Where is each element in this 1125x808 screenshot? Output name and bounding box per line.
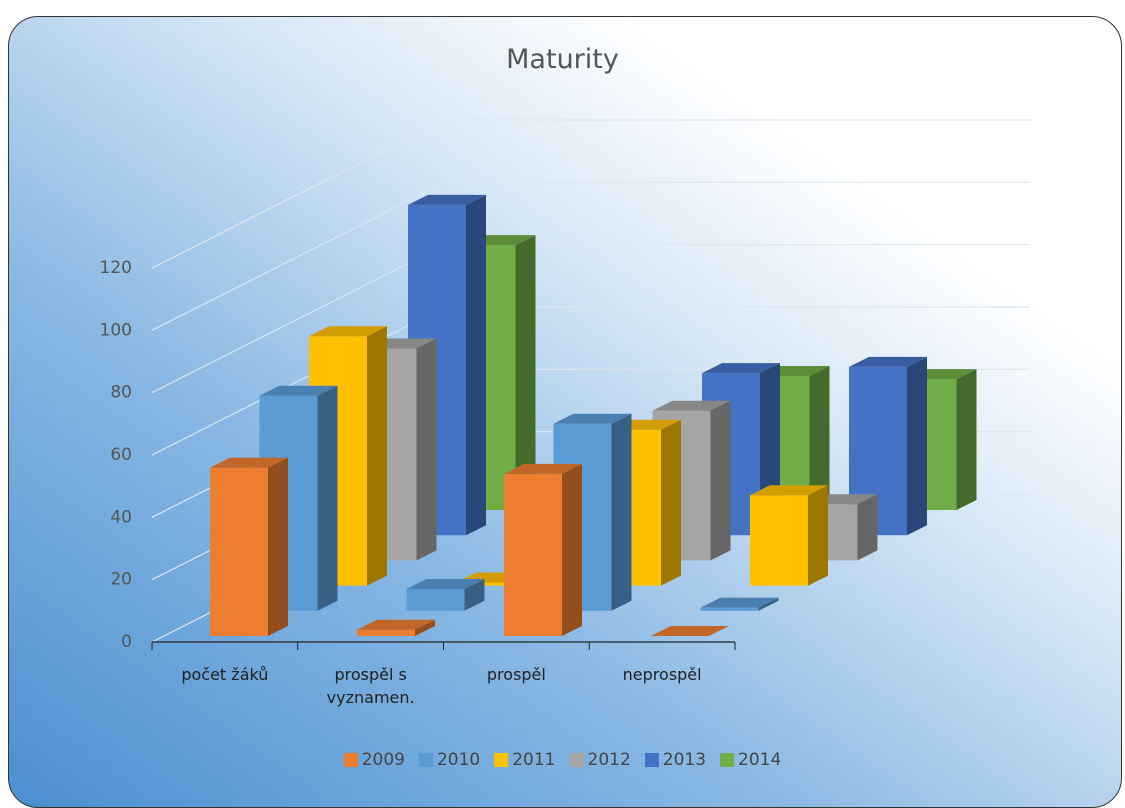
bar-top <box>406 578 485 589</box>
bar-top <box>849 356 927 367</box>
bar <box>504 473 562 636</box>
bar-side <box>367 326 387 586</box>
bar-top <box>357 619 435 630</box>
bar-top <box>651 626 729 636</box>
bar-top <box>408 194 486 205</box>
bar-top <box>750 485 828 496</box>
bar-side <box>956 369 977 510</box>
bar-top <box>504 463 582 474</box>
legend-label: 2012 <box>587 750 631 770</box>
bar-side <box>808 485 828 586</box>
bar <box>210 467 268 636</box>
bar-side <box>562 463 582 636</box>
legend-item: 2012 <box>569 750 631 770</box>
x-tick-label: počet žáků <box>181 665 269 684</box>
legend-swatch <box>418 753 433 767</box>
bar-side <box>466 194 486 536</box>
grid-line <box>151 244 446 394</box>
bar-side <box>416 338 437 561</box>
bar-side <box>317 385 338 611</box>
legend-label: 2009 <box>361 750 405 770</box>
bar-top <box>259 385 338 396</box>
legend-label: 2014 <box>738 750 782 770</box>
bar <box>406 588 465 611</box>
y-tick-label: 20 <box>110 570 132 590</box>
bar-side <box>611 413 632 611</box>
legend-swatch <box>343 753 358 767</box>
grid-line <box>151 306 446 456</box>
bar-side <box>907 356 927 536</box>
legend-item: 2010 <box>418 750 481 770</box>
legend-swatch <box>494 753 509 767</box>
y-tick-label: 40 <box>110 507 132 527</box>
chart-title: Maturity <box>506 44 619 75</box>
grid-line <box>151 181 446 331</box>
legend-label: 2010 <box>436 750 481 770</box>
y-tick-label: 100 <box>100 320 132 340</box>
bar-side <box>758 597 779 611</box>
legend-swatch <box>644 753 659 767</box>
y-tick-label: 0 <box>121 632 132 652</box>
bar-top <box>553 413 632 424</box>
legend-label: 2011 <box>512 750 556 770</box>
bar-top <box>309 326 387 337</box>
bar <box>700 607 759 611</box>
legend: 2009 2010 2011 2012 2013 2014 <box>0 750 1125 770</box>
bar-top <box>700 597 779 608</box>
bar-top <box>702 363 780 374</box>
legend-item: 2013 <box>644 750 707 770</box>
bar-top <box>652 400 731 411</box>
bar-side <box>809 365 830 510</box>
bar-side <box>515 235 536 511</box>
y-tick-label: 80 <box>110 383 132 403</box>
bar <box>750 495 808 586</box>
x-tick-label: prospěl <box>486 665 546 684</box>
grid-line <box>151 119 446 269</box>
legend-label: 2013 <box>662 750 707 770</box>
bar <box>456 582 514 586</box>
bar-side <box>464 578 485 611</box>
legend-item: 2009 <box>343 750 405 770</box>
bar-side <box>710 400 731 561</box>
x-tick-label: prospěl s vyznamen. <box>326 665 415 707</box>
bar-side <box>415 619 435 636</box>
y-tick-label: 60 <box>110 445 132 465</box>
legend-item: 2011 <box>494 750 556 770</box>
legend-swatch <box>569 753 584 767</box>
y-tick-label: 120 <box>100 258 132 278</box>
x-tick-label: neprospěl <box>622 665 702 684</box>
legend-item: 2014 <box>720 750 781 770</box>
legend-swatch <box>720 753 735 767</box>
bar-side <box>857 494 878 561</box>
bar <box>357 629 415 636</box>
bar-top <box>210 457 288 468</box>
bar-side <box>268 457 288 636</box>
bar-side <box>661 419 681 586</box>
